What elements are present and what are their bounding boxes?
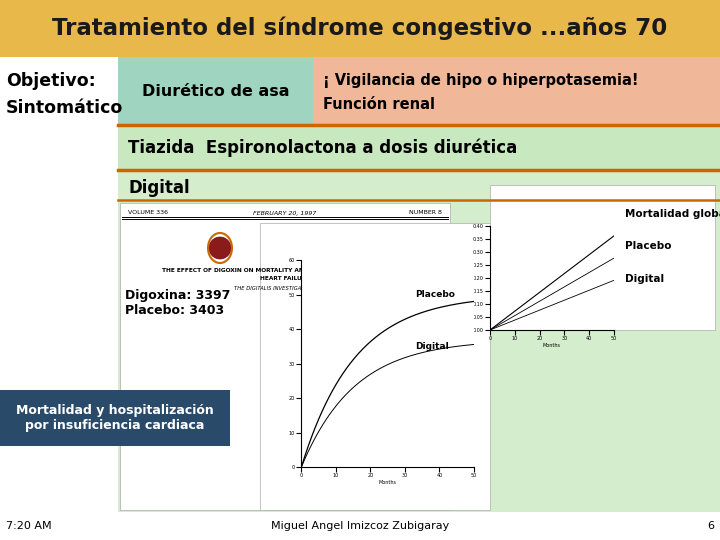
Text: Digoxin  3397  2898 ...: Digoxin 3397 2898 ... [494,324,541,328]
FancyBboxPatch shape [494,223,718,510]
Text: Placebo  3480  2899 ...: Placebo 3480 2899 ... [494,317,541,321]
FancyBboxPatch shape [0,390,230,446]
Text: Digital: Digital [128,179,189,197]
Text: Mortalidad y hospitalización
por insuficiencia cardiaca: Mortalidad y hospitalización por insufic… [16,404,214,432]
Text: Tiazida  Espironolactona a dosis diurética: Tiazida Espironolactona a dosis diurétic… [128,138,517,157]
Text: VOLUME 336: VOLUME 336 [128,211,168,215]
Text: Función renal: Función renal [323,97,435,112]
Text: Placebo: Placebo [625,241,672,251]
FancyBboxPatch shape [313,57,720,125]
Text: HEART FAILURE: HEART FAILURE [260,276,310,281]
Text: ¡ Vigilancia de hipo o hiperpotasemia!: ¡ Vigilancia de hipo o hiperpotasemia! [323,73,639,89]
FancyBboxPatch shape [120,203,450,510]
Text: Placebo: 3403: Placebo: 3403 [125,305,224,318]
Text: Miguel Angel Imizcoz Zubigaray: Miguel Angel Imizcoz Zubigaray [271,521,449,531]
Text: THE EFFECT OF DIGOXIN ON MORTALITY AND MORBIDITY IN PATIENTS WITH: THE EFFECT OF DIGOXIN ON MORTALITY AND M… [162,268,408,273]
Text: 7:20 AM: 7:20 AM [6,521,52,531]
Text: FEBRUARY 20, 1997: FEBRUARY 20, 1997 [253,211,317,215]
FancyBboxPatch shape [118,170,720,512]
Text: 6: 6 [707,521,714,531]
Text: NUMBER 8: NUMBER 8 [409,211,442,215]
FancyBboxPatch shape [0,0,720,57]
X-axis label: Months: Months [379,480,397,484]
Text: Objetivo:: Objetivo: [6,72,96,90]
Text: Digital: Digital [415,342,449,351]
Text: Tratamiento del síndrome congestivo ...años 70: Tratamiento del síndrome congestivo ...a… [53,17,667,40]
Text: No. of Patients at Risk: No. of Patients at Risk [494,310,539,314]
Text: Digital: Digital [625,274,664,284]
FancyBboxPatch shape [490,185,715,330]
Text: Diurético de asa: Diurético de asa [142,84,289,98]
FancyBboxPatch shape [260,223,490,510]
Text: Placebo: Placebo [415,291,455,299]
Text: Sintomático: Sintomático [6,99,123,117]
FancyBboxPatch shape [0,512,720,540]
Circle shape [209,237,231,259]
Text: Mortalidad global: Mortalidad global [625,209,720,219]
FancyBboxPatch shape [118,57,313,125]
FancyBboxPatch shape [0,57,720,512]
Text: Digoxina: 3397: Digoxina: 3397 [125,288,230,301]
Text: THE DIGITALIS INVESTIGATION GROUP*: THE DIGITALIS INVESTIGATION GROUP* [233,287,336,292]
FancyBboxPatch shape [118,125,720,170]
X-axis label: Months: Months [543,343,561,348]
